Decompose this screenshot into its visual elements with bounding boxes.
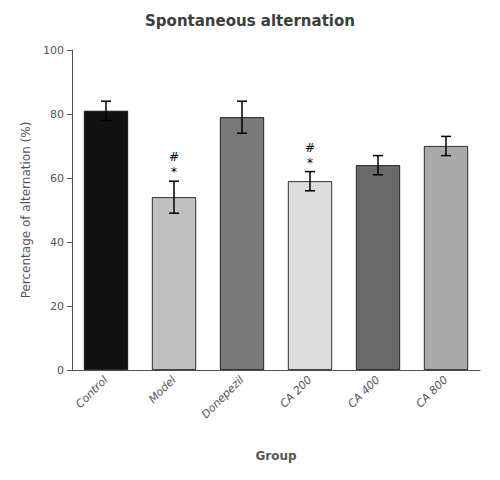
- svg-text:0: 0: [57, 364, 64, 377]
- svg-text:60: 60: [50, 172, 64, 185]
- svg-text:Percentage of alternation (%): Percentage of alternation (%): [19, 122, 33, 299]
- svg-text:Spontaneous alternation: Spontaneous alternation: [145, 12, 355, 30]
- svg-text:Control: Control: [73, 373, 110, 410]
- svg-text:80: 80: [50, 108, 64, 121]
- svg-text:100: 100: [43, 44, 64, 57]
- svg-text:CA 400: CA 400: [345, 373, 382, 410]
- svg-text:20: 20: [50, 300, 64, 313]
- svg-text:*: *: [307, 156, 313, 170]
- svg-text:*: *: [171, 165, 177, 179]
- svg-text:Donepezil: Donepezil: [199, 373, 247, 421]
- svg-text:CA 200: CA 200: [277, 373, 314, 410]
- svg-text:CA 800: CA 800: [413, 373, 450, 410]
- svg-text:#: #: [305, 141, 315, 155]
- svg-text:Model: Model: [146, 373, 179, 406]
- svg-text:40: 40: [50, 236, 64, 249]
- svg-text:#: #: [169, 150, 179, 164]
- svg-text:Group: Group: [255, 449, 297, 463]
